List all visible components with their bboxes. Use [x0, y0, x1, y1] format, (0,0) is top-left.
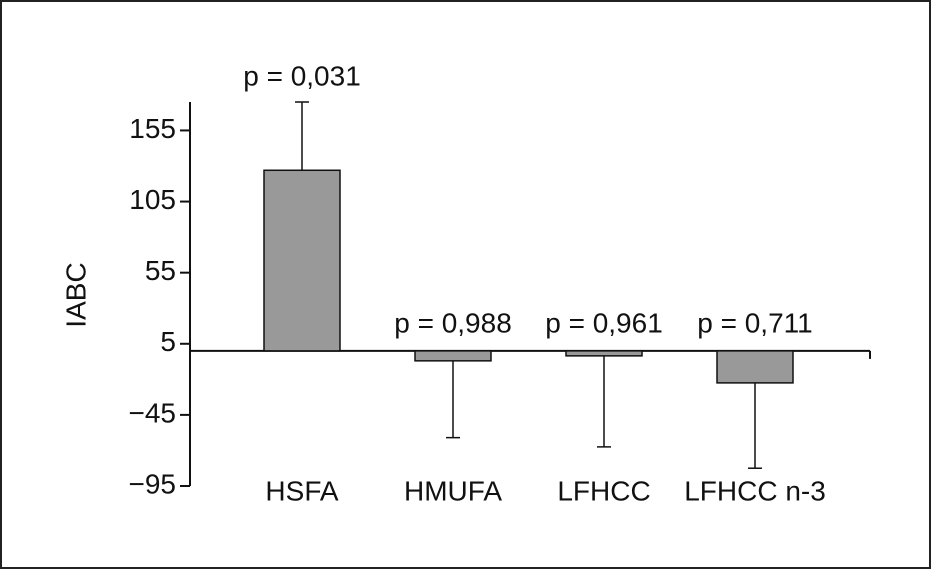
bar [716, 350, 794, 384]
y-tick-label: 5 [160, 326, 176, 357]
x-tick-label: HSFA [265, 475, 338, 506]
x-tick-label: LFHCC n-3 [684, 475, 826, 506]
bar [565, 350, 643, 357]
p-value-label: p = 0,711 [697, 307, 812, 338]
x-tick-label: HMUFA [404, 475, 502, 506]
bar [414, 350, 492, 362]
p-value-label: p = 0,031 [243, 60, 361, 91]
x-tick-label: LFHCC [557, 475, 650, 506]
p-value-label: p = 0,988 [394, 307, 512, 338]
y-tick-label: 155 [129, 113, 176, 144]
y-tick-label: −95 [129, 468, 177, 499]
bar [263, 169, 341, 352]
y-axis-label: IABC [60, 262, 91, 327]
y-tick-label: 105 [129, 184, 176, 215]
y-tick-label: −45 [129, 397, 177, 428]
p-value-label: p = 0,961 [545, 307, 663, 338]
y-tick-label: 55 [145, 255, 176, 286]
